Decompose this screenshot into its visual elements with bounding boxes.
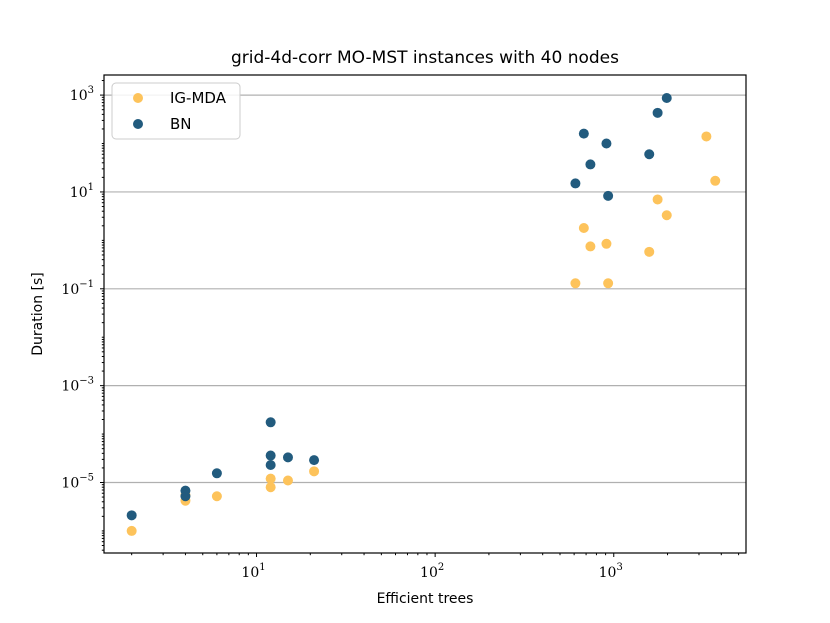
point-ig-mda (578, 223, 589, 234)
point-ig-mda (710, 175, 721, 186)
point-ig-mda (309, 466, 320, 477)
point-bn (265, 450, 276, 461)
y-tick-label: 10−3 (61, 376, 94, 395)
chart-title: grid-4d-corr MO-MST instances with 40 no… (231, 48, 619, 68)
point-bn (603, 190, 614, 201)
point-ig-mda (126, 525, 137, 536)
point-ig-mda (211, 491, 222, 502)
point-ig-mda (601, 238, 612, 249)
point-bn (578, 128, 589, 139)
point-ig-mda (603, 278, 614, 289)
point-bn (180, 485, 191, 496)
data-points (126, 93, 721, 536)
legend-marker-bn (133, 119, 143, 129)
point-bn (644, 149, 655, 160)
point-bn (265, 417, 276, 428)
y-axis-ticks: 103 101 10−1 10−3 10−5 (61, 80, 104, 551)
point-bn (309, 455, 320, 466)
legend-marker-ig-mda (133, 93, 143, 103)
x-axis-label: Efficient trees (377, 591, 474, 607)
x-axis-ticks: 101 102 103 (131, 553, 740, 581)
point-ig-mda (701, 131, 712, 142)
x-tick-label: 102 (420, 562, 444, 581)
point-ig-mda (585, 241, 596, 252)
legend-box (111, 82, 241, 140)
point-bn (601, 138, 612, 149)
point-ig-mda (265, 482, 276, 493)
point-ig-mda (644, 246, 655, 257)
point-ig-mda (661, 210, 672, 221)
point-bn (126, 510, 137, 521)
point-ig-mda (282, 475, 293, 486)
y-tick-label: 10−1 (61, 279, 94, 298)
y-tick-label: 103 (70, 85, 94, 104)
point-bn (661, 93, 672, 104)
point-bn (282, 452, 293, 463)
legend: IG-MDA BN (111, 82, 241, 140)
point-ig-mda (570, 278, 581, 289)
point-bn (265, 459, 276, 470)
legend-label-bn: BN (170, 115, 192, 133)
point-bn (570, 178, 581, 189)
legend-label-ig-mda: IG-MDA (170, 89, 227, 107)
y-axis-label: Duration [s] (30, 272, 46, 355)
x-tick-label: 103 (599, 562, 623, 581)
point-bn (211, 468, 222, 479)
point-ig-mda (265, 473, 276, 484)
y-tick-label: 10−5 (61, 472, 94, 491)
point-bn (652, 107, 663, 118)
y-tick-label: 101 (70, 182, 94, 201)
point-bn (585, 159, 596, 170)
x-tick-label: 101 (241, 562, 265, 581)
point-ig-mda (652, 194, 663, 205)
